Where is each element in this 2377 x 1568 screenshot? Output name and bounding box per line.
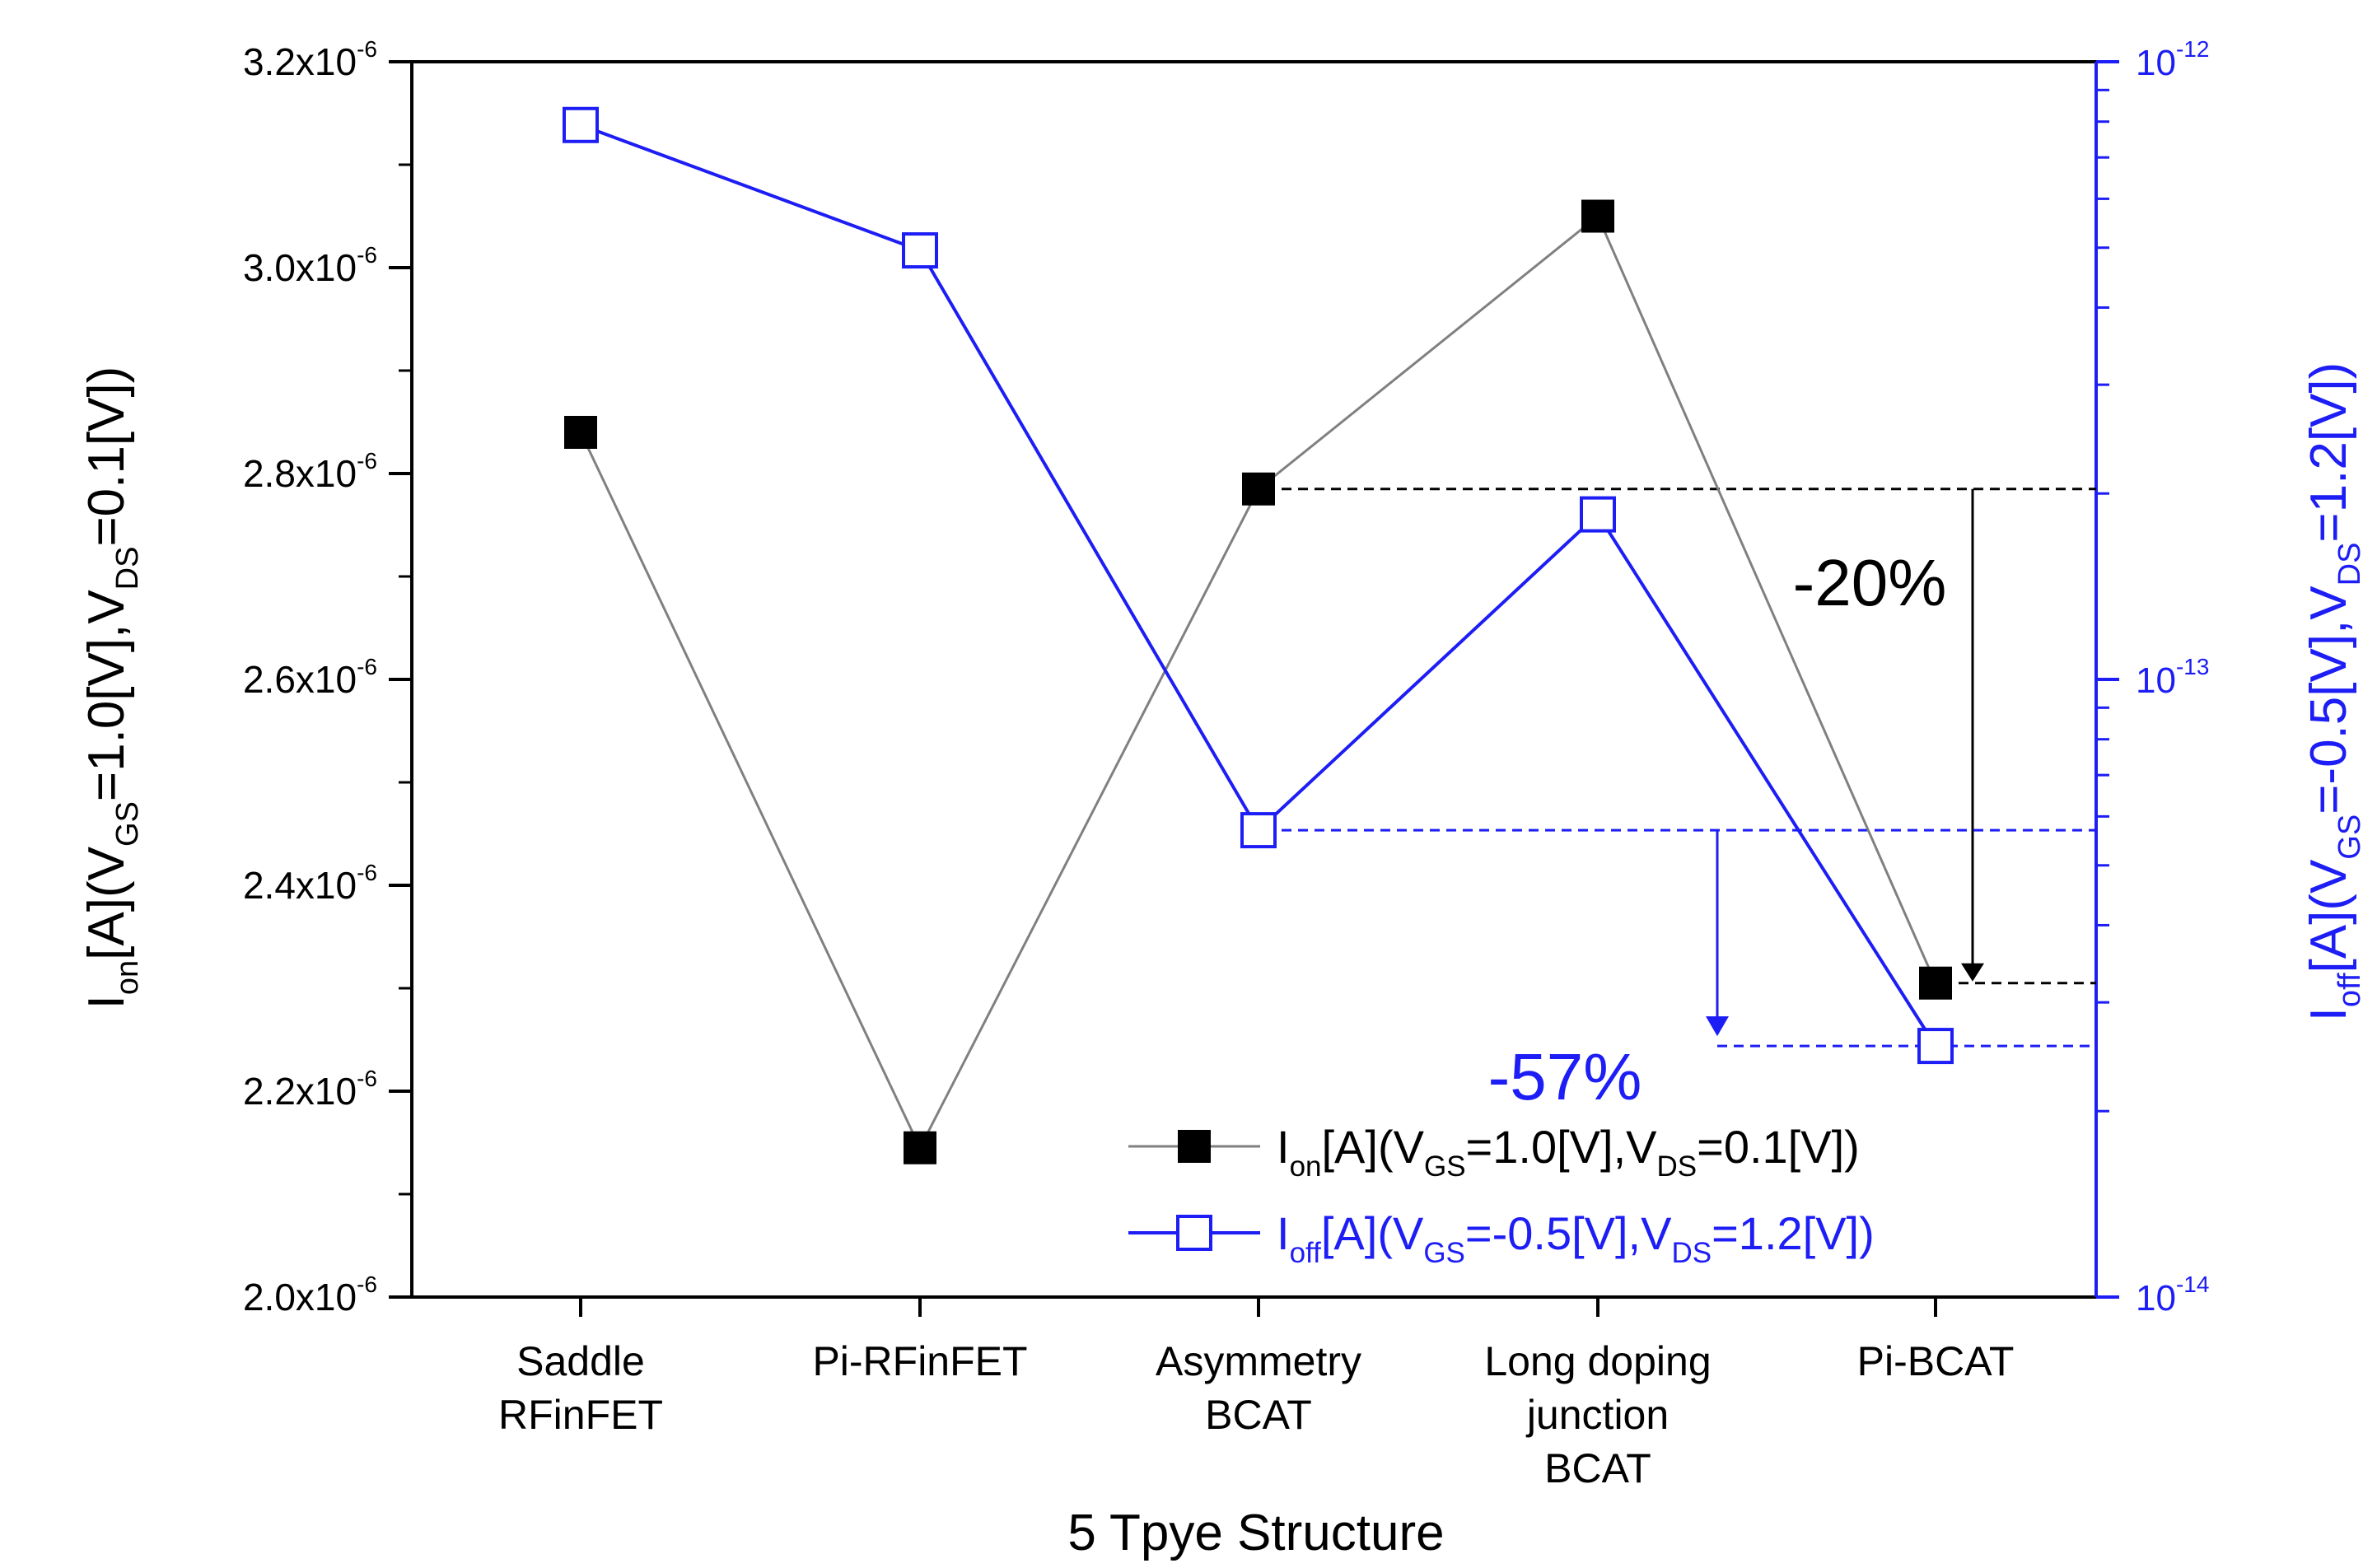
ion-data-point [904,1131,936,1164]
left-tick-label: 3.0x10-6 [243,242,377,289]
right-tick-label: 10-14 [2136,1272,2209,1318]
left-tick-label: 2.0x10-6 [243,1272,377,1318]
legend-ion-marker [1178,1130,1211,1163]
ioff-series-line [580,123,1937,1048]
series [563,106,1954,1164]
left-axis-title: Ion[A](VGS=1.0[V],VDS=0.1[V]) [78,366,145,1010]
axis-labels: Saddle RFinFET Pi-RFinFET Asymmetry BCAT Long… [78,362,2367,1561]
right-tick-label: 10-12 [2136,36,2209,83]
plot-frame [410,60,2098,1299]
ioff-data-point [902,232,938,269]
ion-series-line [579,214,1937,1151]
left-tick-label: 3.2x10-6 [243,36,377,83]
ion-data-point [1919,966,1952,1000]
x-tick-label: Pi-BCAT [1857,1338,2015,1384]
ioff-reduction-label: -57% [1488,1040,1642,1113]
legend: Ion[A](VGS=1.0[V],VDS=0.1[V]) Ioff[A](VGS… [1128,1121,1875,1269]
x-tick-label: Saddle RFinFET [498,1338,663,1438]
x-tick-label: Asymmetry BCAT [1156,1338,1361,1438]
annotation-guides: -20% -57% [1282,488,2096,1113]
legend-ioff-label: Ioff[A](VGS=-0.5[V],VDS=1.2[V]) [1277,1207,1875,1269]
x-tick-label: Pi-RFinFET [812,1338,1027,1384]
ioff-data-point [1240,812,1277,849]
ioff-data-point [563,106,599,143]
ioff-data-point [1580,496,1616,533]
x-tick-label: Long doping junction BCAT [1484,1338,1711,1491]
ioff-data-point [1917,1028,1954,1065]
left-tick-label: 2.6x10-6 [243,654,377,701]
left-tick-label: 2.2x10-6 [243,1066,377,1113]
ion-data-point [1242,472,1275,506]
legend-ion-label: Ion[A](VGS=1.0[V],VDS=0.1[V]) [1277,1121,1860,1183]
left-tick-label: 2.8x10-6 [243,448,377,495]
legend-ioff-marker [1176,1215,1212,1251]
left-tick-label: 2.4x10-6 [243,860,377,907]
ion-data-point [564,416,597,449]
ion-arrow-head [1961,963,1984,982]
ioff-arrow-head [1706,1016,1729,1037]
right-axis-title: Ioff[A](VGS=-0.5[V],VDS=1.2[V]) [2300,362,2367,1022]
ion-reduction-label: -20% [1793,546,1947,619]
right-tick-label: 10-13 [2136,654,2209,701]
x-axis-title: 5 Tpye Structure [1067,1505,1444,1561]
axis-ticks: 2.0x10-6 2.2x10-6 2.4x10-6 2.6x10-6 2.8x10-6… [243,36,2209,1318]
ion-data-point [1581,199,1614,233]
